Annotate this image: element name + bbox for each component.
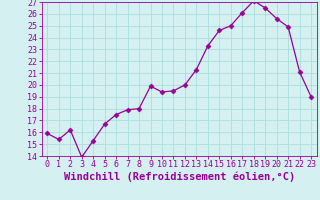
X-axis label: Windchill (Refroidissement éolien,°C): Windchill (Refroidissement éolien,°C) [64, 172, 295, 182]
